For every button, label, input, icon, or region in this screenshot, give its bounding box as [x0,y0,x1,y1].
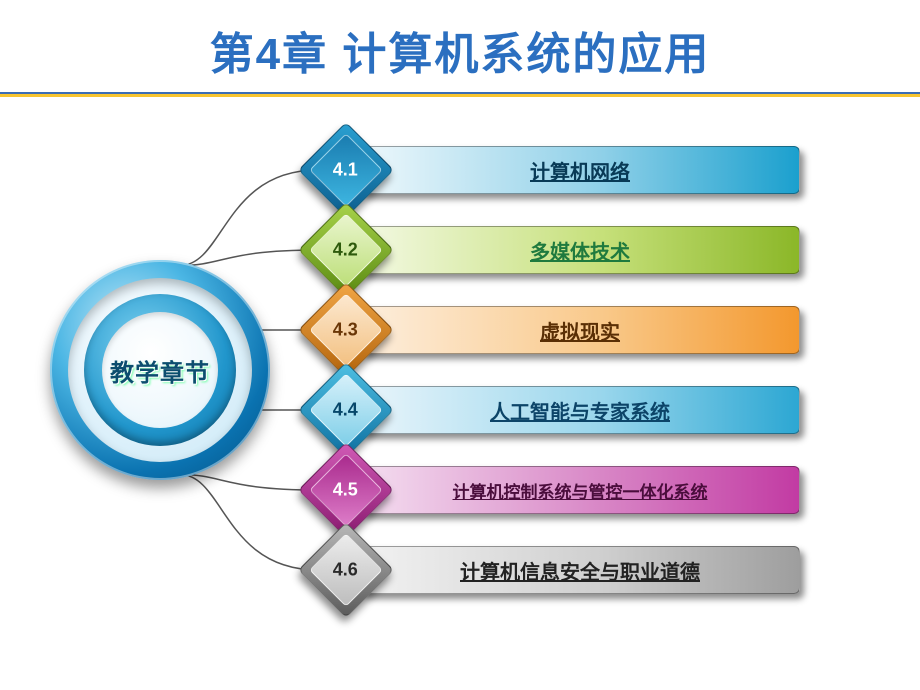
section-number: 4.1 [333,160,358,181]
section-bar-4-1[interactable]: 计算机网络 [360,146,800,194]
diagram-stage: 教学章节 计算机网络 4.1 多媒体技术 4.2 虚拟现实 4.3 人工智能与专家系统 4.4… [0,130,920,670]
page-title: 第4章 计算机系统的应用 [0,18,920,82]
section-bar-4-4[interactable]: 人工智能与专家系统 [360,386,800,434]
section-label: 人工智能与专家系统 [490,396,670,425]
section-number: 4.4 [333,400,358,421]
section-bar-4-3[interactable]: 虚拟现实 [360,306,800,354]
section-diamond-4-5[interactable]: 4.5 [312,456,380,524]
section-label: 计算机信息安全与职业道德 [460,556,700,585]
hub-label: 教学章节 [110,353,210,388]
section-diamond-4-1[interactable]: 4.1 [312,136,380,204]
title-underline [0,92,920,97]
section-bar-4-5[interactable]: 计算机控制系统与管控一体化系统 [360,466,800,514]
section-bar-4-6[interactable]: 计算机信息安全与职业道德 [360,546,800,594]
section-diamond-4-6[interactable]: 4.6 [312,536,380,604]
section-diamond-4-4[interactable]: 4.4 [312,376,380,444]
title-area: 第4章 计算机系统的应用 [0,0,920,82]
section-bar-4-2[interactable]: 多媒体技术 [360,226,800,274]
section-label: 计算机网络 [530,156,630,185]
section-number: 4.3 [333,320,358,341]
section-number: 4.2 [333,240,358,261]
hub-circle: 教学章节 [50,260,270,480]
section-diamond-4-2[interactable]: 4.2 [312,216,380,284]
section-label: 虚拟现实 [540,316,620,345]
section-label: 多媒体技术 [530,236,630,265]
section-label: 计算机控制系统与管控一体化系统 [453,478,708,503]
section-number: 4.5 [333,480,358,501]
section-number: 4.6 [333,560,358,581]
section-diamond-4-3[interactable]: 4.3 [312,296,380,364]
